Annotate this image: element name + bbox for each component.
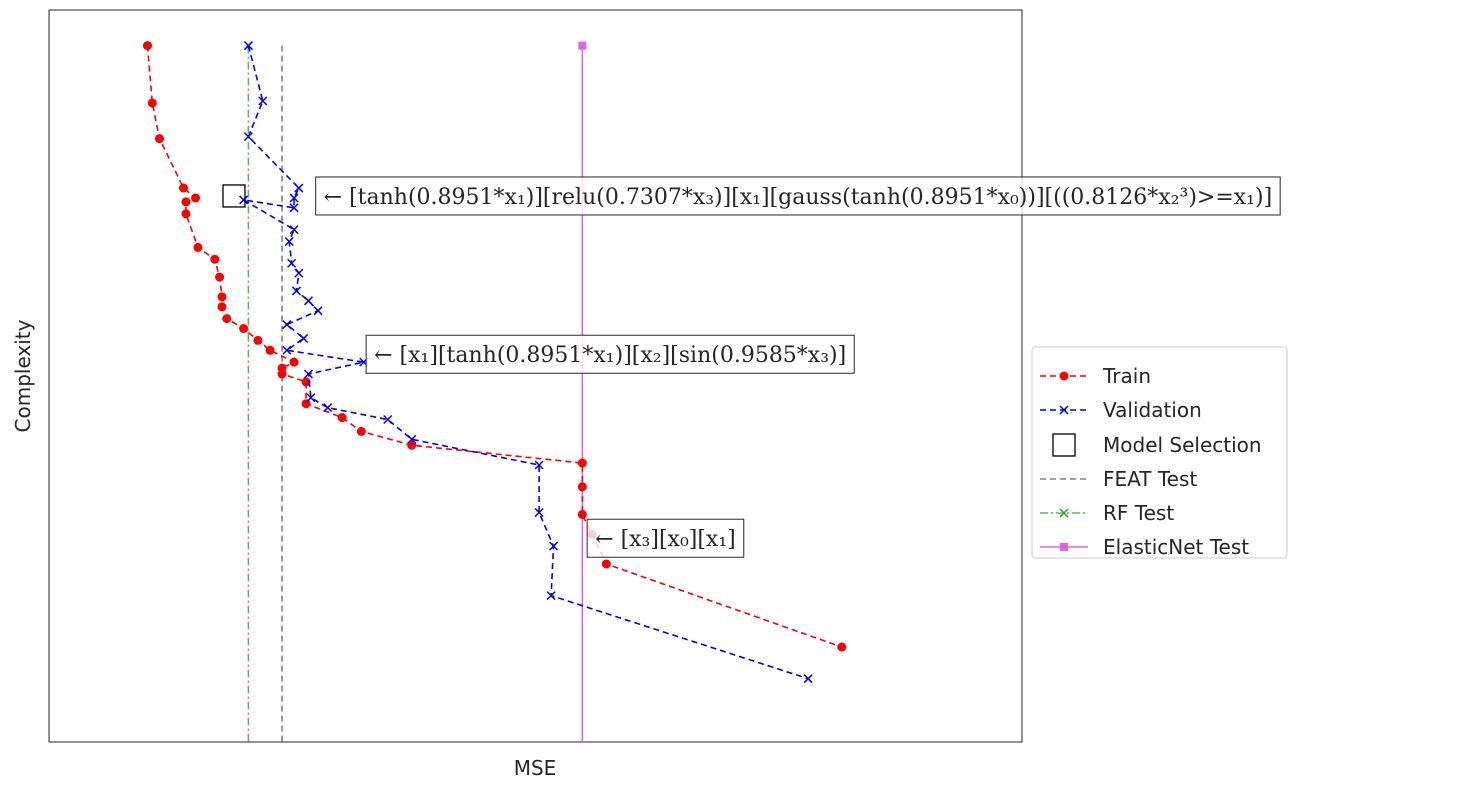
train-point	[181, 209, 191, 219]
validation-point	[289, 203, 299, 213]
validation-point	[323, 403, 333, 413]
legend-item-rf-test: RF Test	[1040, 501, 1174, 525]
train-point	[239, 324, 249, 334]
train-point	[253, 335, 263, 345]
train-point	[217, 292, 227, 302]
plot-area	[48, 9, 1023, 743]
train-point	[265, 345, 275, 355]
train-point	[277, 369, 287, 379]
annotation-text: ← [x₁][tanh(0.8951*x₁)][x₂][sin(0.9585*x…	[374, 343, 846, 368]
train-point	[179, 183, 189, 193]
train-point	[356, 426, 366, 436]
validation-point	[282, 345, 292, 355]
validation-point	[287, 258, 297, 268]
validation-point	[299, 333, 309, 343]
series-layer	[143, 41, 847, 684]
train-point	[147, 98, 157, 108]
elasticnet-test-marker	[578, 41, 587, 50]
train-point	[191, 193, 201, 203]
validation-point	[534, 460, 544, 470]
legend-box	[1031, 346, 1288, 559]
train-point	[837, 642, 847, 652]
validation-point	[383, 414, 393, 425]
validation-point	[239, 195, 249, 205]
train-point	[407, 440, 417, 450]
train-point	[143, 41, 153, 51]
y-axis-label: Complexity	[11, 319, 35, 432]
annotations: ← [tanh(0.8951*x₁)][relu(0.7307*x₃)][x₁]…	[315, 176, 1281, 558]
validation-point	[407, 434, 417, 444]
legend-label: Model Selection	[1103, 433, 1262, 457]
annotation-3: ← [x₃][x₀][x₁]	[586, 518, 745, 558]
validation-point	[548, 541, 559, 551]
annotation-text: ← [tanh(0.8951*x₁)][relu(0.7307*x₃)][x₁]…	[324, 185, 1273, 210]
annotation-2: ← [x₁][tanh(0.8951*x₁)][x₂][sin(0.9585*x…	[365, 334, 855, 374]
legend-validation-marker	[1059, 405, 1069, 415]
validation-point	[289, 193, 299, 203]
legend-label: Train	[1102, 364, 1151, 388]
train-point	[215, 272, 225, 282]
annotation-box	[315, 176, 1281, 216]
legend-item-train: Train	[1040, 364, 1151, 388]
validation-point	[294, 268, 304, 278]
train-point	[577, 458, 587, 468]
validation-point	[282, 320, 292, 330]
validation-point	[289, 225, 299, 235]
train-point	[601, 559, 611, 569]
legend: Train Validation Model Selection FEAT Test R…	[1031, 346, 1288, 559]
annotation-text: ← [x₃][x₀][x₁]	[595, 527, 736, 552]
train-point	[337, 413, 347, 423]
validation-point	[313, 306, 323, 316]
validation-point	[803, 674, 813, 684]
legend-item-validation: Validation	[1040, 398, 1202, 422]
train-point	[289, 357, 299, 367]
train-point	[155, 134, 165, 144]
model-selection-marker	[222, 184, 246, 208]
annotation-box	[365, 334, 855, 374]
legend-label: RF Test	[1103, 501, 1174, 525]
train-point	[193, 242, 203, 252]
train-point	[181, 197, 191, 207]
validation-point	[303, 369, 313, 379]
validation-point	[258, 96, 268, 106]
validation-point	[546, 591, 556, 601]
legend-item-model-selection: Model Selection	[1052, 433, 1262, 457]
train-point	[301, 399, 311, 409]
x-axis-label: MSE	[514, 756, 557, 780]
annotation-box	[586, 518, 745, 558]
legend-label: FEAT Test	[1103, 467, 1197, 491]
validation-line	[243, 45, 809, 680]
validation-point	[303, 296, 313, 306]
annotation-1: ← [tanh(0.8951*x₁)][relu(0.7307*x₃)][x₁]…	[315, 176, 1281, 216]
train-point	[577, 482, 587, 492]
train-point	[222, 314, 232, 324]
legend-label: Validation	[1103, 398, 1202, 422]
train-point	[217, 302, 227, 312]
legend-item-elasticnet-test: ElasticNet Test	[1040, 535, 1249, 559]
legend-rf-marker	[1059, 508, 1069, 518]
validation-point	[306, 393, 316, 403]
legend-item-feat-test: FEAT Test	[1040, 467, 1197, 491]
train-point	[210, 254, 220, 264]
train-point	[577, 509, 587, 519]
validation-point	[291, 286, 301, 296]
legend-label: ElasticNet Test	[1103, 535, 1249, 559]
validation-point	[534, 507, 544, 518]
train-point	[301, 377, 311, 387]
validation-point	[243, 41, 253, 51]
validation-point	[294, 183, 304, 193]
validation-point	[243, 132, 253, 142]
validation-point	[284, 236, 294, 247]
